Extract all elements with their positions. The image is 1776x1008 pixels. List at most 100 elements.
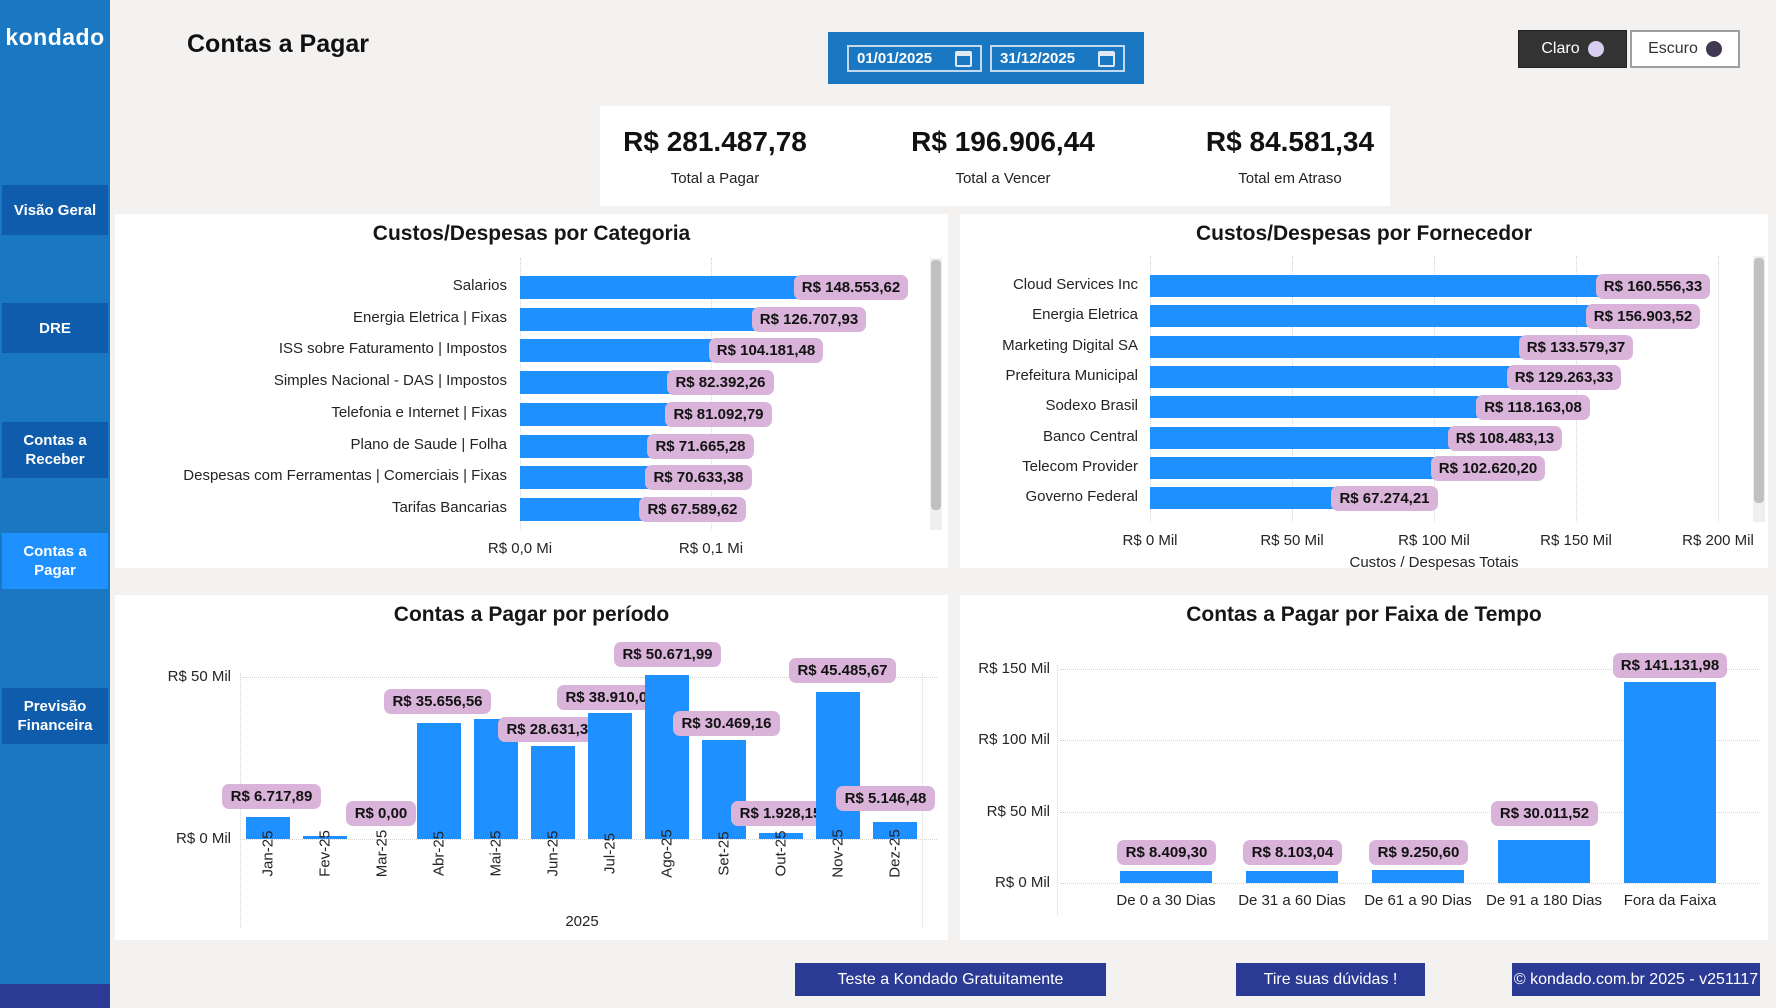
sidebar-item-contas-a-receber[interactable]: Contas a Receber — [2, 422, 108, 478]
theme-light-button[interactable]: Claro — [1518, 30, 1627, 68]
categoria-bar[interactable] — [520, 466, 655, 490]
categoria-bar[interactable] — [520, 339, 719, 363]
value-label: R$ 108.483,13 — [1448, 425, 1562, 451]
fornecedor-bar[interactable] — [1150, 396, 1486, 419]
scrollbar[interactable] — [1753, 256, 1765, 522]
gridline — [240, 839, 937, 840]
periodo-bar[interactable] — [246, 817, 290, 839]
chart-title: Custos/Despesas por Fornecedor — [1195, 222, 1533, 245]
theme-dark-button[interactable]: Escuro — [1630, 30, 1740, 68]
kpi-band: R$ 281.487,78 Total a Pagar R$ 196.906,4… — [600, 106, 1390, 206]
periodo-bar[interactable] — [531, 746, 575, 839]
fornecedor-bar[interactable] — [1150, 456, 1441, 479]
fornecedor-bar[interactable] — [1150, 275, 1606, 297]
categoria-bar[interactable] — [520, 434, 657, 458]
periodo-bar[interactable] — [816, 692, 860, 839]
chart-title: Contas a Pagar por Faixa de Tempo — [1186, 603, 1542, 626]
category-label: Plano de Saude | Folha — [350, 435, 507, 453]
category-label: Jul-25 — [601, 833, 619, 874]
periodo-bar[interactable] — [759, 833, 803, 839]
kpi-value: R$ 84.581,34 — [1205, 126, 1375, 157]
sidebar-item-dre[interactable]: DRE — [2, 303, 108, 353]
x-axis-tick-label: R$ 50 Mil — [1260, 532, 1324, 549]
gridline — [1060, 883, 1760, 884]
gridline — [1060, 740, 1760, 741]
y-axis-tick-label: R$ 0 Mil — [175, 830, 231, 847]
periodo-bar[interactable] — [417, 723, 461, 839]
periodo-bar[interactable] — [645, 675, 689, 839]
date-to-value: 31/12/2025 — [1000, 50, 1076, 67]
value-label: R$ 8.409,30 — [1117, 840, 1216, 865]
fornecedor-bar[interactable] — [1150, 487, 1341, 510]
kpi-value: R$ 196.906,44 — [911, 126, 1095, 157]
periodo-bar[interactable] — [588, 713, 632, 839]
date-from-input[interactable]: 01/01/2025 — [847, 45, 982, 72]
category-label: Telecom Provider — [1022, 457, 1138, 475]
sidebar-item-previsao-financeira[interactable]: Previsão Financeira — [2, 688, 108, 744]
categoria-bar[interactable] — [520, 371, 677, 395]
fornecedor-bar[interactable] — [1150, 335, 1529, 358]
date-to-input[interactable]: 31/12/2025 — [990, 45, 1125, 72]
categoria-bar[interactable] — [520, 307, 762, 331]
faixa-bar[interactable] — [1120, 871, 1212, 883]
category-label: Ago-25 — [658, 829, 676, 878]
sidebar-item-visao-geral[interactable]: Visão Geral — [2, 185, 108, 235]
x-axis-tick-label: R$ 0,0 Mi — [487, 540, 553, 557]
kondado-logo: kondado — [5, 24, 105, 50]
value-label: R$ 67.274,21 — [1331, 486, 1438, 512]
category-label: Mai-25 — [487, 830, 505, 877]
category-label: ISS sobre Faturamento | Impostos — [278, 340, 507, 358]
faixa-bar[interactable] — [1624, 682, 1716, 883]
chart-card-contas-por-periodo: Contas a Pagar por período R$ 0 Mil R$ 50… — [115, 595, 948, 940]
periodo-bar[interactable] — [873, 822, 917, 839]
axis-line — [1057, 665, 1058, 915]
category-label: De 91 a 180 Dias — [1486, 892, 1602, 909]
value-label: R$ 141.131,98 — [1613, 653, 1727, 678]
value-label: R$ 50.671,99 — [614, 642, 721, 667]
faixa-bar[interactable] — [1246, 871, 1338, 883]
category-label: Governo Federal — [1025, 488, 1138, 506]
categoria-bar[interactable] — [520, 402, 675, 426]
value-label: R$ 0,00 — [346, 801, 416, 826]
footer-copyright[interactable]: © kondado.com.br 2025 - v251117 — [1512, 963, 1760, 996]
faixa-bar[interactable] — [1372, 870, 1464, 883]
category-label: Nov-25 — [829, 829, 847, 878]
fornecedor-bar[interactable] — [1150, 426, 1458, 449]
value-label: R$ 102.620,20 — [1431, 455, 1545, 481]
footer-help-button[interactable]: Tire suas dúvidas ! — [1236, 963, 1425, 996]
x-axis-tick-label: R$ 150 Mil — [1540, 532, 1612, 549]
categoria-bar[interactable] — [520, 497, 649, 521]
value-label: R$ 5.146,48 — [836, 786, 935, 811]
sidebar-item-contas-a-pagar[interactable]: Contas a Pagar — [2, 533, 108, 589]
kpi-total-a-vencer: R$ 196.906,44 Total a Vencer — [873, 106, 1133, 187]
category-label: Prefeitura Municipal — [1005, 366, 1138, 384]
kpi-total-em-atraso: R$ 84.581,34 Total em Atraso — [1160, 106, 1420, 187]
footer-cta-button[interactable]: Teste a Kondado Gratuitamente — [795, 963, 1106, 996]
x-axis-title: Custos / Despesas Totais — [1349, 554, 1519, 571]
scrollbar[interactable] — [930, 258, 942, 530]
value-label: R$ 71.665,28 — [647, 433, 754, 459]
scrollbar-thumb[interactable] — [1754, 258, 1764, 503]
chart-title: Custos/Despesas por Categoria — [372, 222, 691, 245]
y-axis-tick-label: R$ 150 Mil — [978, 660, 1050, 677]
kpi-label: Total em Atraso — [1238, 170, 1342, 187]
value-label: R$ 104.181,48 — [709, 338, 823, 364]
value-label: R$ 148.553,62 — [794, 275, 908, 300]
categoria-bar[interactable] — [520, 276, 804, 299]
kpi-value: R$ 281.487,78 — [623, 126, 807, 157]
scrollbar-thumb[interactable] — [931, 260, 941, 510]
calendar-icon — [955, 50, 972, 67]
fornecedor-bar[interactable] — [1150, 305, 1596, 328]
gridline — [1150, 256, 1151, 522]
y-axis-tick-label: R$ 50 Mil — [986, 803, 1050, 820]
value-label: R$ 129.263,33 — [1507, 364, 1621, 390]
fornecedor-bar[interactable] — [1150, 365, 1517, 388]
value-label: R$ 28.631,38 — [498, 717, 605, 742]
category-label: Jun-25 — [544, 830, 562, 877]
value-label: R$ 133.579,37 — [1519, 334, 1633, 360]
category-label: De 0 a 30 Dias — [1116, 892, 1216, 909]
faixa-bar[interactable] — [1498, 840, 1590, 883]
kpi-label: Total a Vencer — [955, 170, 1051, 187]
periodo-bar[interactable] — [303, 836, 347, 839]
value-label: R$ 30.469,16 — [673, 711, 780, 736]
